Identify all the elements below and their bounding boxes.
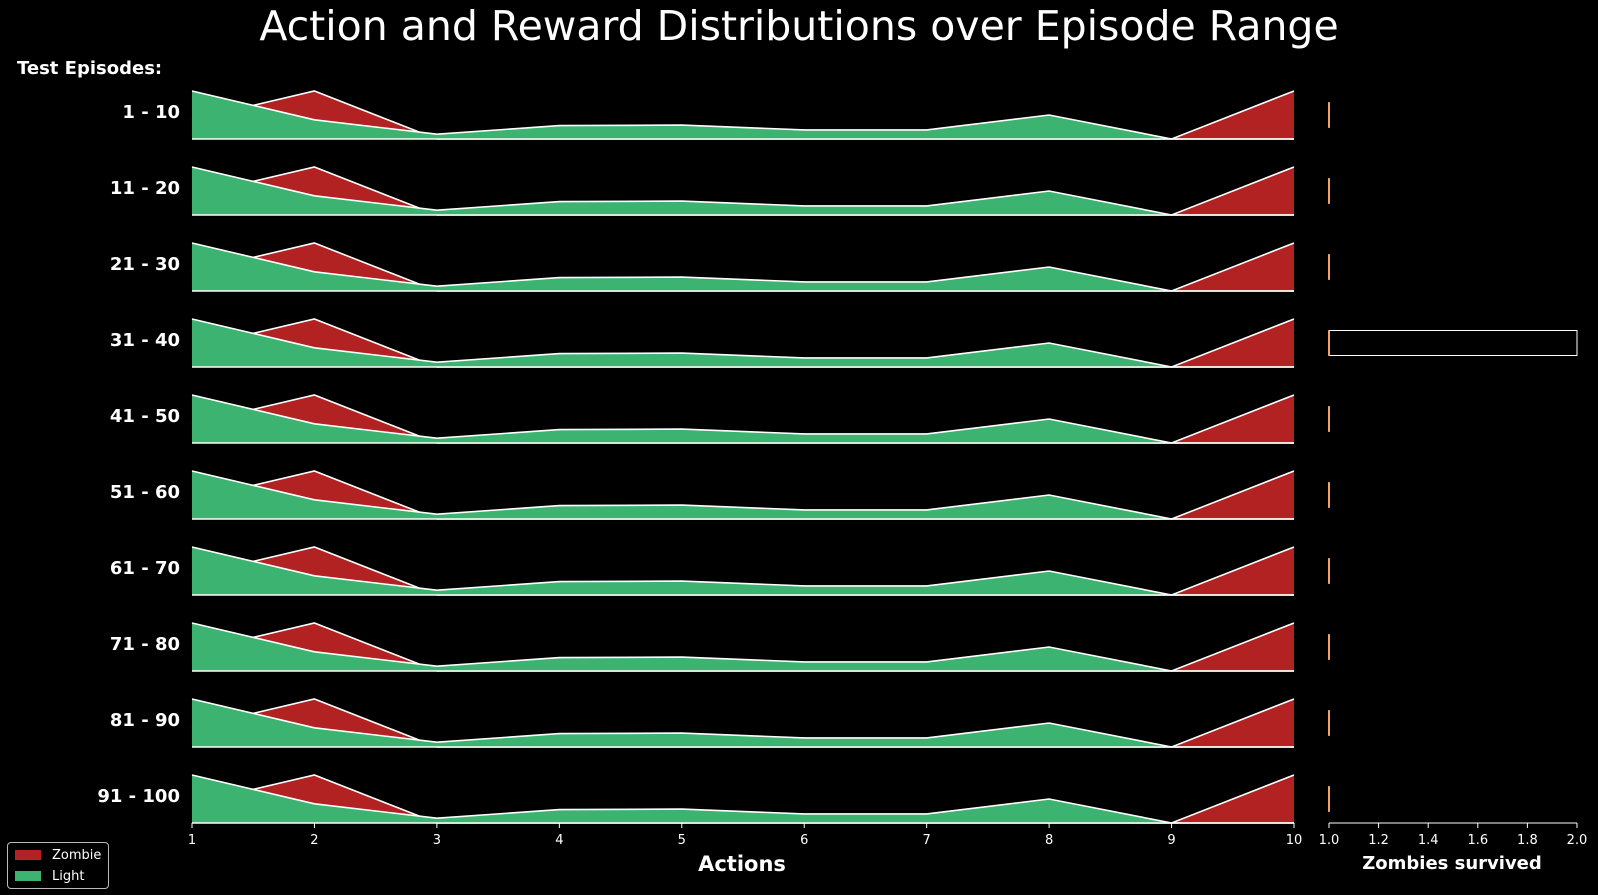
light-line bbox=[191, 774, 1294, 824]
reward-tick-label: 1.2 bbox=[1368, 833, 1389, 848]
ridge-row: 91 - 100 bbox=[97, 774, 1295, 824]
row-label: 41 - 50 bbox=[110, 406, 180, 427]
legend-item-light: Light bbox=[15, 867, 84, 885]
legend-swatch-light bbox=[15, 871, 41, 881]
x-tick-label: 7 bbox=[923, 833, 931, 848]
x-tick-label: 4 bbox=[555, 833, 563, 848]
reward-tick-label: 1.8 bbox=[1517, 833, 1538, 848]
light-line bbox=[191, 90, 1294, 140]
x-tick-label: 5 bbox=[678, 833, 686, 848]
reward-tick-label: 2.0 bbox=[1567, 833, 1588, 848]
x-tick-label: 6 bbox=[800, 833, 808, 848]
actions-axis: 1 2 3 4 5 6 7 8 9 10 bbox=[188, 822, 1303, 848]
light-area bbox=[192, 775, 1294, 823]
row-label: 1 - 10 bbox=[122, 102, 180, 123]
legend-label-light: Light bbox=[52, 868, 85, 884]
chart-title: Action and Reward Distributions over Epi… bbox=[259, 2, 1338, 50]
x-tick-label: 8 bbox=[1045, 833, 1053, 848]
reward-axis: 1.0 1.2 1.4 1.6 1.8 2.0 bbox=[1319, 822, 1588, 848]
row-label: 61 - 70 bbox=[110, 558, 180, 579]
ridge-row: 71 - 80 bbox=[110, 622, 1295, 672]
x-tick-label: 9 bbox=[1167, 833, 1175, 848]
ridge-row: 1 - 10 bbox=[122, 90, 1295, 140]
reward-tick-label: 1.0 bbox=[1319, 833, 1340, 848]
light-line bbox=[191, 698, 1294, 748]
ridge-row: 81 - 90 bbox=[110, 698, 1295, 748]
reward-axis-label: Zombies survived bbox=[1362, 853, 1542, 874]
ridge-row: 61 - 70 bbox=[110, 546, 1295, 596]
row-label: 31 - 40 bbox=[110, 330, 180, 351]
light-line bbox=[191, 166, 1294, 216]
box-layer bbox=[1328, 102, 1578, 812]
light-area bbox=[192, 319, 1294, 367]
light-area bbox=[192, 699, 1294, 747]
light-area bbox=[192, 91, 1294, 139]
reward-tick-label: 1.4 bbox=[1418, 833, 1439, 848]
light-line bbox=[191, 622, 1294, 672]
x-tick-label: 10 bbox=[1286, 833, 1303, 848]
light-line bbox=[191, 318, 1294, 368]
light-area bbox=[192, 547, 1294, 595]
legend-item-zombie: Zombie bbox=[15, 846, 101, 864]
light-area bbox=[192, 395, 1294, 443]
reward-tick-label: 1.6 bbox=[1467, 833, 1488, 848]
x-axis-label: Actions bbox=[698, 852, 786, 876]
legend-label-zombie: Zombie bbox=[52, 847, 102, 863]
row-label: 21 - 30 bbox=[110, 254, 180, 275]
x-tick-label: 2 bbox=[310, 833, 318, 848]
light-area bbox=[192, 243, 1294, 291]
light-line bbox=[191, 242, 1294, 292]
light-line bbox=[191, 470, 1294, 520]
ridge-row: 21 - 30 bbox=[110, 242, 1295, 292]
light-line bbox=[191, 394, 1294, 444]
light-area bbox=[192, 623, 1294, 671]
row-label: 71 - 80 bbox=[110, 634, 180, 655]
x-tick-label: 3 bbox=[433, 833, 441, 848]
legend: Zombie Light bbox=[7, 842, 109, 889]
rows-layer: 1 - 10 11 - 20 21 - 30 31 - 40 41 - 50 51 - 6… bbox=[97, 90, 1295, 824]
legend-swatch-zombie bbox=[15, 850, 41, 860]
reward-box bbox=[1328, 330, 1578, 356]
row-label: 91 - 100 bbox=[97, 786, 180, 807]
light-area bbox=[192, 167, 1294, 215]
row-label: 81 - 90 bbox=[110, 710, 180, 731]
light-line bbox=[191, 546, 1294, 596]
row-label: 51 - 60 bbox=[110, 482, 180, 503]
ridge-row: 11 - 20 bbox=[110, 166, 1295, 216]
light-area bbox=[192, 471, 1294, 519]
reward-box-iqr bbox=[1328, 330, 1578, 356]
ridge-row: 51 - 60 bbox=[110, 470, 1295, 520]
row-heading: Test Episodes: bbox=[17, 58, 162, 79]
row-label: 11 - 20 bbox=[110, 178, 180, 199]
ridge-row: 41 - 50 bbox=[110, 394, 1295, 444]
ridge-row: 31 - 40 bbox=[110, 318, 1295, 368]
x-tick-label: 1 bbox=[188, 833, 196, 848]
